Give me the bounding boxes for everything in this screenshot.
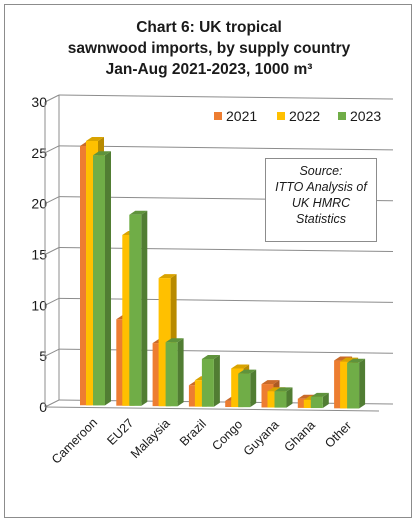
legend-swatch-2023 [338, 112, 346, 120]
gridline [58, 297, 394, 303]
gridline [58, 94, 394, 100]
gridline [58, 247, 394, 253]
gridline-side [44, 297, 60, 306]
y-tick-label: 0 [39, 399, 47, 415]
bar-2023-cameroon [93, 151, 111, 406]
y-tick-label: 20 [31, 196, 47, 212]
chart-frame: Chart 6: UK tropical sawnwood imports, b… [4, 4, 412, 518]
gridline [58, 145, 394, 151]
legend-label-2021: 2021 [226, 108, 257, 124]
gridline-side [44, 247, 60, 255]
chart-title-line-3: Jan-Aug 2021-2023, 1000 m³ [105, 61, 313, 78]
gridline [58, 348, 394, 354]
bar-2023-brazil [201, 354, 220, 407]
bar-2023-other [347, 358, 366, 409]
chart-title-line-1: Chart 6: UK tropical [136, 19, 282, 36]
source-line-4: Statistics [295, 212, 346, 226]
gridline-side [44, 145, 60, 154]
floor-edge [44, 406, 380, 412]
bar-2023-ghana [310, 392, 329, 409]
x-tick-label: Other [322, 419, 354, 451]
y-tick-label: 30 [31, 94, 47, 110]
legend-swatch-2022 [277, 112, 285, 120]
source-line-2: ITTO Analysis of [275, 180, 367, 194]
gridline-side [44, 94, 60, 103]
x-tick-label: Cameroon [49, 415, 100, 466]
legend-label-2023: 2023 [350, 108, 381, 124]
bar-2023-congo [238, 369, 257, 408]
bar-2023-eu27 [129, 210, 148, 406]
x-tick-label: Guyana [241, 418, 282, 459]
bar-2023-guyana [274, 387, 293, 408]
legend-label-2022: 2022 [289, 108, 320, 124]
y-tick-label: 10 [31, 297, 47, 313]
gridline-side [44, 196, 60, 205]
y-tick-label: 15 [31, 247, 47, 263]
chart-title-line-2: sawnwood imports, by supply country [67, 40, 351, 57]
y-tick-label: 5 [39, 348, 47, 364]
y-tick-label: 25 [31, 145, 47, 161]
chart-title: Chart 6: UK tropical sawnwood imports, b… [5, 17, 413, 80]
gridline-side [44, 399, 60, 408]
source-line-3: UK HMRC [291, 196, 351, 210]
x-tick-label: Brazil [177, 417, 209, 449]
x-tick-label: Ghana [281, 418, 317, 454]
x-tick-label: Malaysia [128, 416, 173, 461]
x-tick-label: EU27 [104, 416, 136, 448]
source-note: Source: ITTO Analysis of UK HMRC Statist… [265, 158, 377, 242]
x-tick-label: Congo [209, 417, 245, 453]
legend-swatch-2021 [214, 112, 222, 120]
gridline-side [44, 348, 60, 357]
bar-2023-malaysia [165, 338, 184, 407]
source-line-1: Source: [299, 164, 343, 178]
